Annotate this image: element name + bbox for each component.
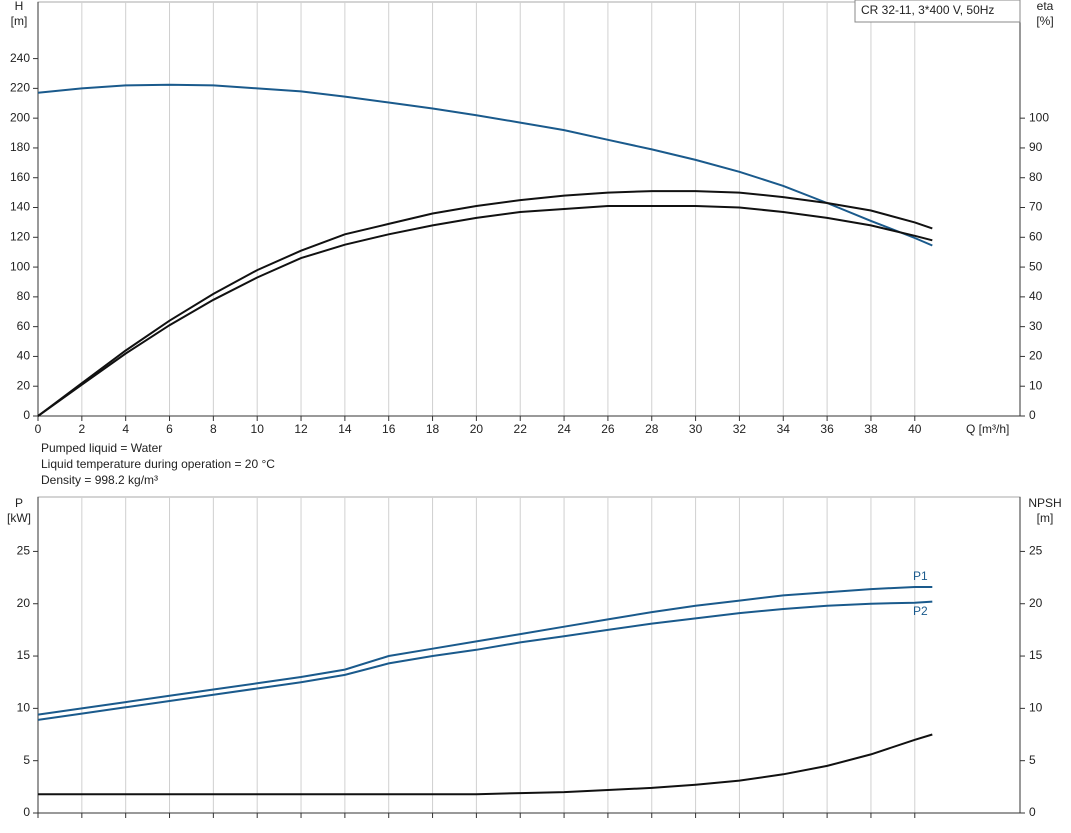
- x-tick-label: 36: [820, 422, 834, 436]
- y-tick-label: 20: [17, 378, 31, 392]
- y-tick-label: 60: [17, 319, 31, 333]
- y-tick-label: 100: [10, 259, 30, 273]
- y-tick-label: 40: [17, 349, 31, 363]
- y-tick-label: 240: [10, 51, 30, 65]
- x-tick-label: 6: [166, 422, 173, 436]
- y-tick-label: 160: [10, 170, 30, 184]
- y2-tick-label: 60: [1029, 229, 1043, 243]
- title-box: [854, 0, 1021, 23]
- note: Liquid temperature during operation = 20…: [41, 457, 275, 471]
- x-tick-label: 16: [382, 422, 396, 436]
- y2-axis-label: eta: [1037, 0, 1054, 13]
- y2-tick-label: 5: [1029, 753, 1036, 767]
- x-tick-label: 26: [601, 422, 615, 436]
- curve: [37, 190, 933, 417]
- plot-frame: [37, 1, 1021, 417]
- y2-tick-label: 10: [1029, 378, 1043, 392]
- y-tick-label: 200: [10, 110, 30, 124]
- y2-axis-label: NPSH: [1028, 496, 1061, 510]
- y-tick-label: 220: [10, 81, 30, 95]
- x-tick-label: 30: [689, 422, 703, 436]
- y-tick-label: 120: [10, 229, 30, 243]
- x-tick-label: 20: [470, 422, 484, 436]
- y2-tick-label: 25: [1029, 544, 1043, 558]
- curve-label: P2: [913, 604, 928, 618]
- x-tick-label: 34: [777, 422, 791, 436]
- x-tick-label: 18: [426, 422, 440, 436]
- x-tick-label: 28: [645, 422, 659, 436]
- y-tick-label: 0: [23, 408, 30, 422]
- note: Pumped liquid = Water: [41, 441, 162, 455]
- x-tick-label: 40: [908, 422, 922, 436]
- y-tick-label: 15: [17, 648, 31, 662]
- y2-tick-label: 15: [1029, 648, 1043, 662]
- x-tick-label: 12: [294, 422, 308, 436]
- x-tick-label: 14: [338, 422, 352, 436]
- y2-axis-label: [%]: [1036, 14, 1053, 28]
- y-tick-label: 0: [23, 805, 30, 819]
- y2-tick-label: 50: [1029, 259, 1043, 273]
- curve: [37, 600, 933, 721]
- curve: [38, 733, 933, 796]
- y2-tick-label: 80: [1029, 170, 1043, 184]
- y2-tick-label: 20: [1029, 596, 1043, 610]
- x-axis-label: Q [m³/h]: [966, 422, 1009, 436]
- curve: [37, 83, 933, 247]
- x-tick-label: 24: [557, 422, 571, 436]
- y2-tick-label: 0: [1029, 805, 1036, 819]
- y2-tick-label: 40: [1029, 289, 1043, 303]
- y2-axis-label: [m]: [1037, 511, 1054, 525]
- x-tick-label: 10: [251, 422, 265, 436]
- y2-tick-label: 10: [1029, 701, 1043, 715]
- y-tick-label: 5: [23, 753, 30, 767]
- y2-tick-label: 20: [1029, 349, 1043, 363]
- x-tick-label: 32: [733, 422, 747, 436]
- y-tick-label: 20: [17, 596, 31, 610]
- note: Density = 998.2 kg/m³: [41, 473, 158, 487]
- plot-frame: [37, 496, 1021, 814]
- curve: [37, 205, 933, 417]
- y-axis-label: [kW]: [7, 511, 31, 525]
- y-axis-label: [m]: [11, 14, 28, 28]
- y2-tick-label: 70: [1029, 200, 1043, 214]
- y-axis-label: P: [15, 496, 23, 510]
- y2-tick-label: 0: [1029, 408, 1036, 422]
- x-tick-label: 2: [78, 422, 85, 436]
- y-tick-label: 25: [17, 544, 31, 558]
- x-tick-label: 38: [864, 422, 878, 436]
- y-axis-label: H: [15, 0, 24, 13]
- x-tick-label: 4: [122, 422, 129, 436]
- chart-title: CR 32-11, 3*400 V, 50Hz: [861, 3, 994, 17]
- y-tick-label: 80: [17, 289, 31, 303]
- curve: [37, 586, 933, 716]
- x-tick-label: 8: [210, 422, 217, 436]
- y2-tick-label: 30: [1029, 319, 1043, 333]
- y-tick-label: 180: [10, 140, 30, 154]
- y-tick-label: 10: [17, 701, 31, 715]
- y-tick-label: 140: [10, 200, 30, 214]
- curve-label: P1: [913, 569, 928, 583]
- y2-tick-label: 90: [1029, 140, 1043, 154]
- y2-tick-label: 100: [1029, 110, 1049, 124]
- x-tick-label: 0: [35, 422, 42, 436]
- x-tick-label: 22: [514, 422, 528, 436]
